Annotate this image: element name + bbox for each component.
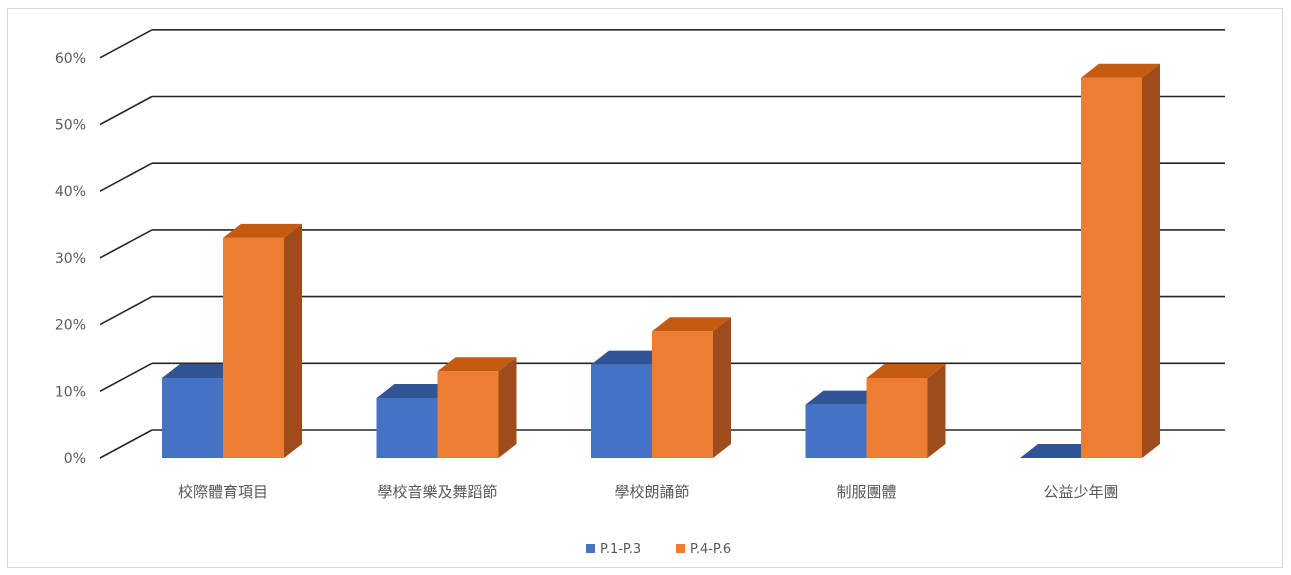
gridline-side (99, 95, 153, 126)
bar-top-face (652, 317, 731, 332)
gridline-side (99, 229, 153, 259)
bars (162, 63, 1160, 459)
bar-front-face (805, 404, 867, 458)
bar-front-face (376, 397, 438, 458)
x-category-label: 校際體育項目 (178, 483, 268, 501)
bar-side-face (284, 223, 302, 458)
legend-item: P.4-P.6 (676, 542, 731, 557)
bar-front-face (652, 331, 713, 458)
bar-p4-p6 (652, 317, 731, 458)
bar-p4-p6 (1081, 63, 1160, 459)
gridline-side (99, 295, 153, 326)
bar-side-face (1142, 63, 1160, 459)
bar-top-face (1081, 63, 1160, 78)
legend-swatch (676, 544, 685, 553)
legend-item: P.1-P.3 (586, 542, 641, 557)
legend-label: P.1-P.3 (600, 542, 641, 557)
gridline-side (99, 162, 153, 192)
grid-layer (99, 28, 1225, 459)
bar-p4-p6 (437, 357, 517, 458)
bar-top-face (805, 390, 885, 405)
gridline-side (99, 429, 153, 459)
bar-p1-p3 (1020, 444, 1099, 458)
bar-top-face (866, 363, 946, 378)
gridline-side (99, 362, 153, 393)
bar-side-face (927, 363, 946, 458)
y-tick-label: 0% (64, 451, 86, 467)
legend: P.1-P.3 P.4-P.6 (586, 542, 731, 557)
y-tick-label: 40% (55, 184, 86, 200)
x-category-label: 制服團體 (836, 483, 896, 501)
bar-top-face (591, 350, 670, 365)
bar-front-face (437, 371, 499, 458)
chart-frame (7, 8, 1283, 568)
legend-label: P.4-P.6 (690, 542, 731, 557)
y-tick-label: 20% (55, 318, 86, 334)
bar-top-face (437, 357, 517, 372)
bar-side-face (498, 357, 517, 458)
bar-p1-p3 (162, 363, 241, 458)
bar-front-face (1081, 77, 1142, 458)
bar-side-face (713, 317, 731, 458)
bar-front-face (162, 377, 223, 458)
x-category-label: 學校朗誦節 (614, 483, 689, 501)
x-category-label: 學校音樂及舞蹈節 (377, 483, 497, 501)
gridline-side (99, 29, 153, 59)
y-tick-label: 60% (55, 51, 86, 67)
bar-front-face (223, 237, 284, 458)
y-tick-label: 50% (55, 118, 86, 134)
bar-front-face (591, 364, 652, 458)
x-category-label: 公益少年團 (1043, 483, 1118, 501)
bar-front-face (866, 377, 928, 458)
y-tick-label: 30% (55, 251, 86, 267)
y-axis-ticks: 0% 10% 20% 30% 40% 50% 60% (55, 51, 86, 467)
bar-top-face (1020, 444, 1099, 458)
bar-p4-p6 (223, 223, 302, 458)
x-axis-categories: 校際體育項目 學校音樂及舞蹈節 學校朗誦節 制服團體 公益少年團 (178, 483, 1119, 501)
bar-top-face (376, 383, 456, 398)
y-tick-label: 10% (55, 384, 86, 400)
bar-top-face (223, 223, 302, 238)
bar-p4-p6 (866, 363, 946, 458)
bar-top-face (162, 363, 241, 378)
legend-swatch (586, 544, 595, 553)
